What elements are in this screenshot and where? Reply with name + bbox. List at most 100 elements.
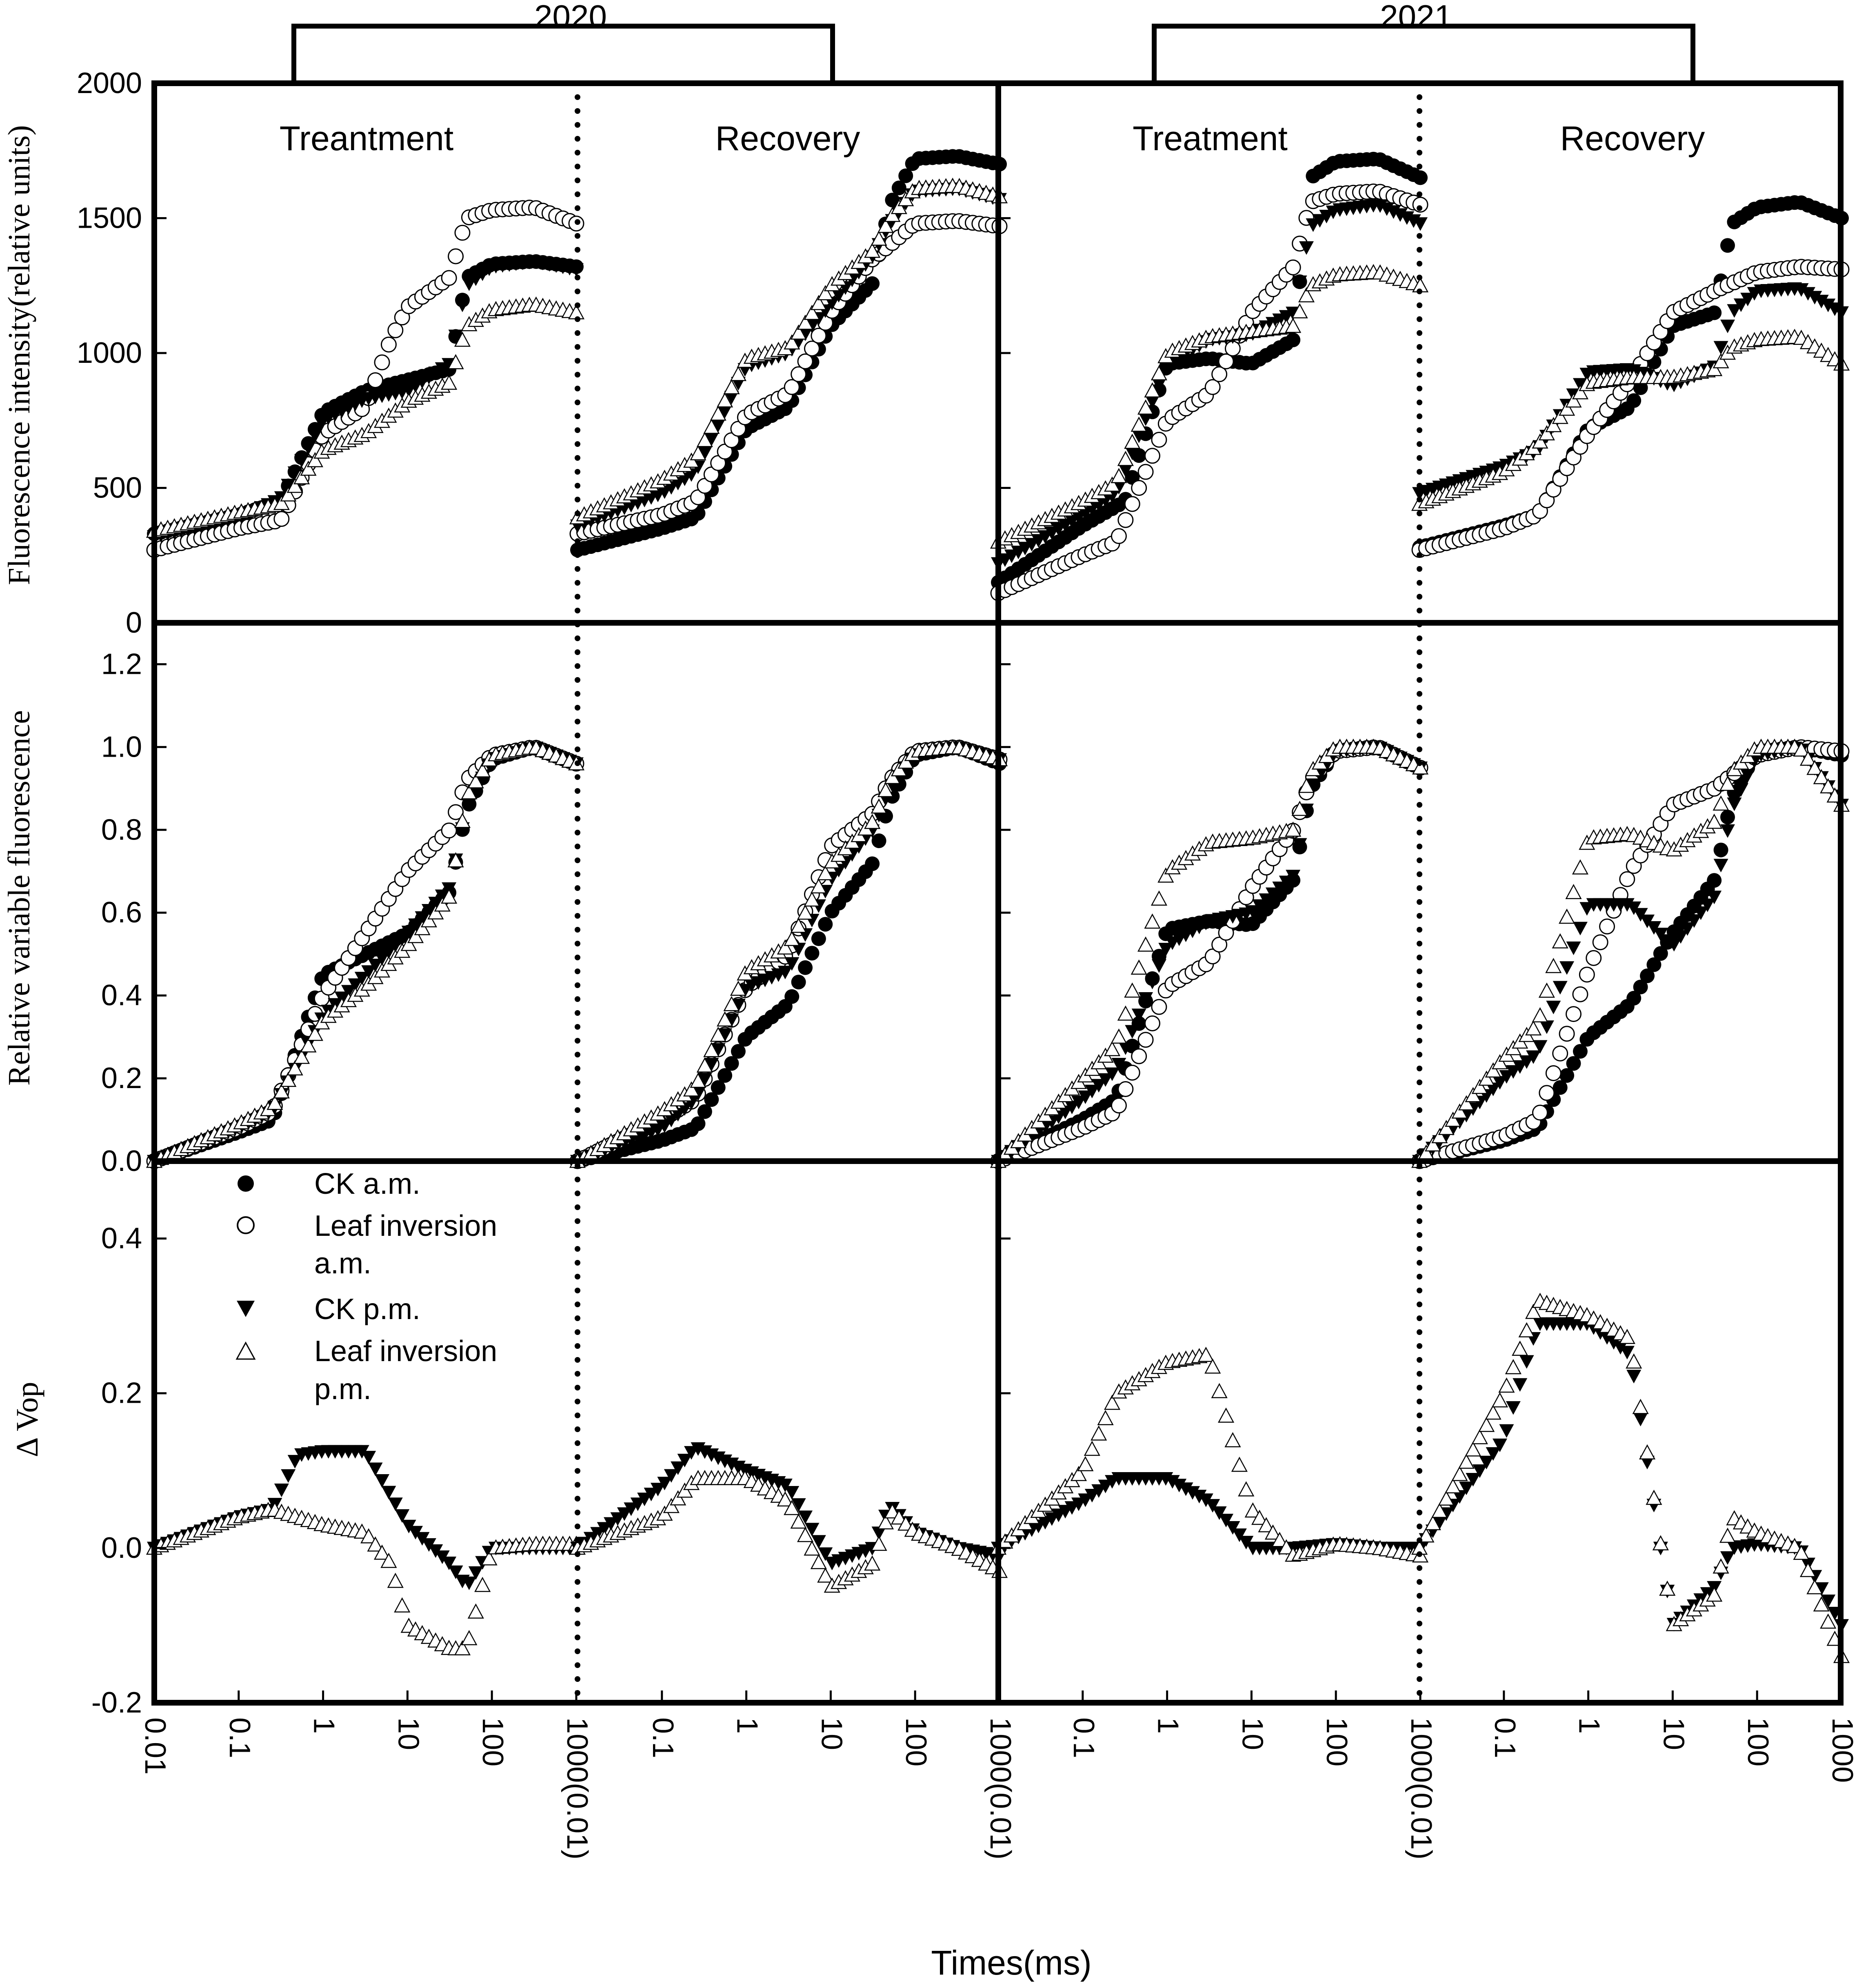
data-point-fluorescence-2-leaf-inversion-a-m- <box>1124 496 1140 512</box>
data-point-delta-vop-3-leaf-inversion-p-m- <box>1424 1515 1441 1530</box>
data-point-relative-variable-fluorescence-0-ck-p-m- <box>395 932 410 946</box>
data-point-delta-vop-3-ck-p-m- <box>1486 1447 1501 1461</box>
data-point-delta-vop-1-ck-p-m- <box>644 1488 659 1502</box>
data-point-delta-vop-1-leaf-inversion-p-m- <box>891 1509 907 1525</box>
data-point-delta-vop-3-ck-p-m- <box>1613 1341 1628 1355</box>
data-point-relative-variable-fluorescence-0-leaf-inversion-p-m- <box>420 912 438 928</box>
data-point-fluorescence-1-leaf-inversion-p-m- <box>884 207 901 222</box>
data-point-delta-vop-3-leaf-inversion-p-m- <box>1471 1429 1488 1444</box>
data-point-delta-vop-2-ck-p-m- <box>1232 1528 1247 1542</box>
data-point-delta-vop-3-leaf-inversion-p-m- <box>1478 1417 1495 1432</box>
data-point-delta-vop-2-leaf-inversion-p-m- <box>1224 1432 1241 1448</box>
data-point-fluorescence-1-ck-a-m- <box>891 180 906 195</box>
legend-marker-leaf-inversion-pm <box>235 1341 256 1360</box>
data-point-delta-vop-2-ck-p-m- <box>1192 1490 1207 1504</box>
data-point-relative-variable-fluorescence-3-leaf-inversion-a-m- <box>1579 966 1595 983</box>
data-point-relative-variable-fluorescence-3-ck-a-m- <box>1573 1044 1588 1059</box>
data-point-relative-variable-fluorescence-2-ck-p-m- <box>1259 893 1274 907</box>
data-point-relative-variable-fluorescence-3-ck-p-m- <box>1727 797 1742 811</box>
data-point-relative-variable-fluorescence-3-leaf-inversion-a-m- <box>1619 871 1635 887</box>
data-point-fluorescence-0-leaf-inversion-p-m- <box>447 354 464 369</box>
data-point-fluorescence-3-ck-p-m- <box>1794 283 1809 297</box>
data-point-relative-variable-fluorescence-1-leaf-inversion-p-m- <box>810 878 827 894</box>
data-point-delta-vop-2-leaf-inversion-p-m- <box>1084 1440 1100 1456</box>
data-point-relative-variable-fluorescence-1-leaf-inversion-p-m- <box>864 813 881 829</box>
data-point-relative-variable-fluorescence-3-ck-a-m- <box>1553 1080 1568 1095</box>
legend-marker-ck-am <box>238 1175 254 1192</box>
data-point-relative-variable-fluorescence-3-ck-a-m- <box>1653 946 1668 961</box>
data-point-fluorescence-3-ck-p-m- <box>1740 293 1755 307</box>
x-axis-title: Times(ms) <box>931 1944 1091 1982</box>
legend-label-leaf-inversion-am-line1: Leaf inversion <box>314 1210 497 1242</box>
data-point-delta-vop-1-ck-p-m- <box>657 1477 672 1490</box>
data-point-delta-vop-1-ck-p-m- <box>791 1498 806 1512</box>
x-tick-label-7: 0.1 <box>646 1717 679 1758</box>
data-point-delta-vop-3-leaf-inversion-p-m- <box>1525 1304 1542 1319</box>
legend-marker-leaf-inversion-am <box>237 1216 255 1234</box>
data-point-delta-vop-2-ck-p-m- <box>1225 1521 1240 1535</box>
data-point-relative-variable-fluorescence-0-ck-p-m- <box>421 904 436 918</box>
data-point-delta-vop-3-ck-p-m- <box>1633 1413 1648 1426</box>
legend-marker-ck-pm <box>237 1301 255 1317</box>
data-point-relative-variable-fluorescence-3-ck-p-m- <box>1693 906 1708 920</box>
data-point-relative-variable-fluorescence-3-leaf-inversion-p-m- <box>1451 1103 1468 1119</box>
data-point-delta-vop-2-ck-p-m- <box>1165 1475 1180 1489</box>
data-point-relative-variable-fluorescence-3-ck-p-m- <box>1700 898 1715 912</box>
data-point-relative-variable-fluorescence-2-ck-p-m- <box>1292 838 1307 852</box>
data-point-relative-variable-fluorescence-1-ck-p-m- <box>724 1013 739 1027</box>
section-label-2021-treatment: Treatment <box>1133 119 1288 158</box>
data-point-fluorescence-2-ck-p-m- <box>1158 361 1173 375</box>
data-point-fluorescence-0-ck-p-m- <box>569 263 584 277</box>
data-point-delta-vop-0-ck-p-m- <box>448 1565 463 1579</box>
data-point-relative-variable-fluorescence-0-leaf-inversion-p-m- <box>300 1037 317 1053</box>
data-point-fluorescence-1-ck-p-m- <box>697 446 712 460</box>
data-point-relative-variable-fluorescence-3-leaf-inversion-a-m- <box>1592 934 1608 951</box>
data-point-fluorescence-1-leaf-inversion-p-m- <box>810 295 827 310</box>
data-point-fluorescence-2-leaf-inversion-a-m- <box>1204 379 1221 395</box>
data-point-relative-variable-fluorescence-3-leaf-inversion-p-m- <box>1471 1079 1488 1094</box>
data-point-fluorescence-3-leaf-inversion-p-m- <box>1532 433 1548 449</box>
data-point-relative-variable-fluorescence-3-ck-a-m- <box>1707 873 1722 888</box>
x-tick-label-5: 100 <box>476 1717 509 1766</box>
data-point-fluorescence-2-leaf-inversion-a-m- <box>1131 480 1147 496</box>
data-point-relative-variable-fluorescence-0-leaf-inversion-p-m- <box>447 852 464 868</box>
x-tick-label-9: 10 <box>815 1717 848 1750</box>
data-point-delta-vop-0-leaf-inversion-p-m- <box>387 1573 404 1588</box>
data-point-delta-vop-0-ck-p-m- <box>442 1556 457 1570</box>
data-point-fluorescence-0-leaf-inversion-p-m- <box>454 331 471 347</box>
data-point-delta-vop-2-leaf-inversion-p-m- <box>1070 1466 1087 1481</box>
data-point-delta-vop-0-ck-p-m- <box>361 1450 376 1465</box>
data-point-delta-vop-3-leaf-inversion-p-m- <box>1799 1562 1817 1577</box>
data-point-delta-vop-2-ck-p-m- <box>1212 1506 1227 1520</box>
x-tick-label-15: 100 <box>1320 1717 1353 1766</box>
data-point-relative-variable-fluorescence-0-leaf-inversion-p-m- <box>273 1083 290 1099</box>
y-tick-label-relative-variable-fluorescence-3: 0.6 <box>101 896 142 929</box>
data-point-fluorescence-1-leaf-inversion-p-m- <box>877 218 894 233</box>
data-point-fluorescence-1-ck-p-m- <box>711 418 726 433</box>
y-tick-label-fluorescence-1: 500 <box>93 472 142 504</box>
data-point-relative-variable-fluorescence-2-leaf-inversion-p-m- <box>1285 822 1302 837</box>
data-point-relative-variable-fluorescence-3-leaf-inversion-p-m- <box>1444 1111 1462 1127</box>
data-point-delta-vop-2-leaf-inversion-p-m- <box>1278 1539 1295 1555</box>
data-point-relative-variable-fluorescence-1-ck-p-m- <box>671 1108 686 1122</box>
data-point-fluorescence-2-leaf-inversion-p-m- <box>1298 287 1315 302</box>
data-point-relative-variable-fluorescence-2-leaf-inversion-p-m- <box>1151 890 1168 906</box>
data-point-delta-vop-3-leaf-inversion-p-m- <box>1518 1322 1535 1337</box>
data-point-relative-variable-fluorescence-0-ck-p-m- <box>462 798 477 812</box>
data-point-relative-variable-fluorescence-0-ck-p-m- <box>341 985 356 999</box>
data-point-relative-variable-fluorescence-3-ck-a-m- <box>1646 957 1662 972</box>
chart-markers <box>146 149 1850 1663</box>
data-point-fluorescence-3-leaf-inversion-p-m- <box>1538 425 1555 440</box>
data-point-relative-variable-fluorescence-2-leaf-inversion-p-m- <box>1137 936 1154 952</box>
data-point-relative-variable-fluorescence-2-leaf-inversion-a-m- <box>1144 1015 1160 1031</box>
data-point-fluorescence-2-leaf-inversion-a-m- <box>1137 464 1154 480</box>
data-point-relative-variable-fluorescence-3-ck-a-m- <box>1720 810 1735 825</box>
data-point-relative-variable-fluorescence-1-ck-p-m- <box>784 957 800 971</box>
data-point-fluorescence-0-ck-p-m- <box>301 441 316 455</box>
data-point-relative-variable-fluorescence-3-leaf-inversion-p-m- <box>1431 1128 1448 1144</box>
data-point-relative-variable-fluorescence-1-ck-a-m- <box>731 1044 746 1059</box>
data-point-delta-vop-3-leaf-inversion-p-m- <box>1512 1340 1528 1356</box>
data-point-fluorescence-1-leaf-inversion-p-m- <box>804 304 820 320</box>
data-point-delta-vop-2-leaf-inversion-p-m- <box>1217 1407 1235 1423</box>
data-point-delta-vop-0-leaf-inversion-p-m- <box>373 1544 391 1560</box>
